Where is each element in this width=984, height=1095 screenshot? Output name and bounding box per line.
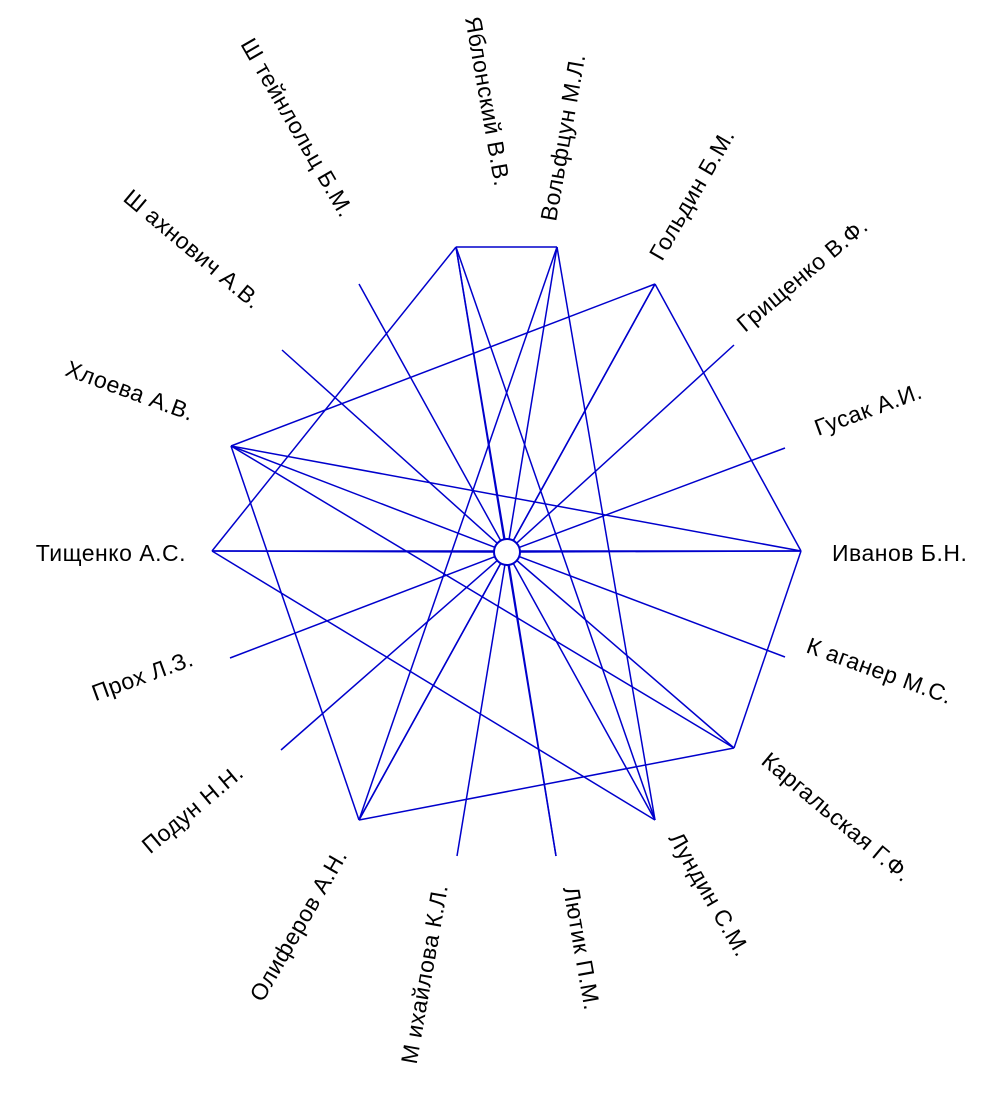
spoke-volftsun [508,246,558,540]
spoke-khloeva [230,445,496,549]
label-oliferov: Олиферов А.Н. [244,845,352,1006]
edge-oliferov-kargalskaya [358,747,735,821]
label-grishchenko: Грищенко В.Ф. [732,212,873,336]
label-volftsun: Вольфцун М.Л. [535,52,590,223]
hub-node [493,538,521,566]
label-kaganer: К аганер М.С. [803,632,956,709]
spoke-shakhnovich [281,349,498,544]
spoke-grishchenko [516,344,735,544]
spoke-kaganer [518,555,786,658]
spoke-shteinlolts [358,283,502,541]
label-shteinlolts: Ш тейнлольц Б.М. [236,34,360,222]
spoke-kargalskaya [516,559,735,749]
label-goldin: Гольдин Б.М. [644,124,740,264]
label-ivanov: Иванов Б.Н. [832,540,967,566]
label-kargalskaya: Каргальская Г.Ф. [757,747,917,887]
label-lyutik: Лютик П.М. [558,884,605,1012]
edge-khloeva-ivanov [230,445,802,552]
edge-goldin-khloeva [230,283,656,447]
label-mikhailova: М ихайлова К.Л. [396,882,453,1065]
label-lundin: Лундин С.М. [664,828,756,961]
spoke-gusak [518,447,786,549]
label-gusak: Гусак А.И. [811,378,926,441]
edge-khloeva-oliferov [230,445,360,821]
edge-volftsun-lundin [556,246,656,821]
label-prokh: Прох Л.З. [88,645,197,706]
label-khloeva: Хлоева А.В. [62,355,197,426]
spoke-podun [280,560,498,751]
edge-ivanov-kargalskaya [733,550,802,749]
spoke-mikhailova [456,564,506,857]
label-podun: Подун Н.Н. [137,759,249,859]
edge-tishchenko-lundin [211,550,656,821]
edge-volftsun-oliferov [358,246,558,821]
edge-yablonsky-lundin [455,246,656,821]
edge-yablonsky-tishchenko [211,246,457,552]
label-yablonsky: Яблонский В.В. [460,14,515,188]
label-tishchenko: Тищенко А.С. [36,540,186,566]
edge-khloeva-kargalskaya [230,445,735,749]
spoke-lundin [512,563,656,821]
spoke-prokh [229,555,496,659]
edge-goldin-ivanov [654,283,802,552]
label-shakhnovich: Ш ахнович А.В. [119,184,267,314]
